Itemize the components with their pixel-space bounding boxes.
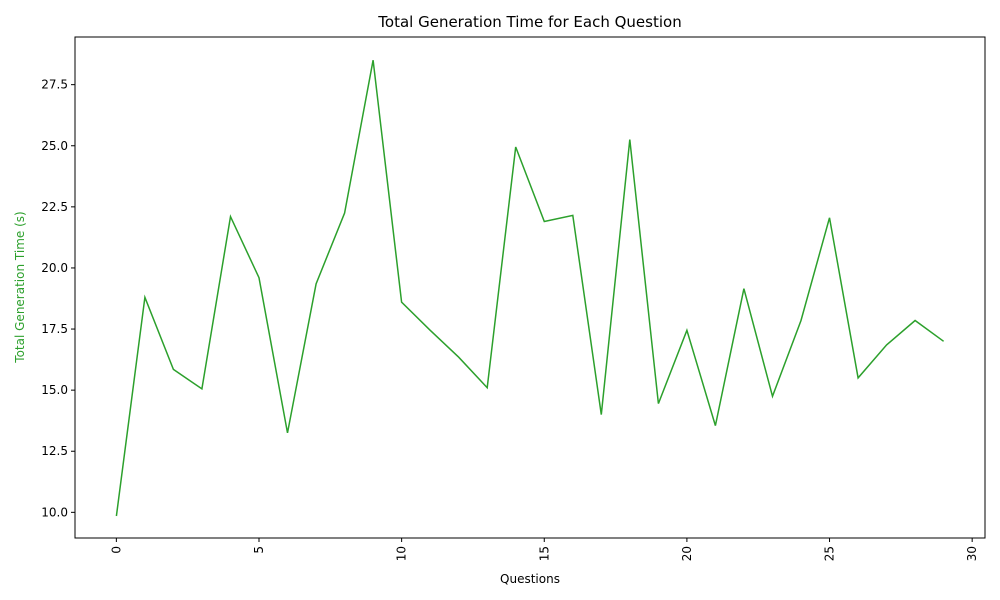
y-tick-label: 22.5 bbox=[41, 200, 68, 214]
x-tick-label: 5 bbox=[252, 546, 266, 554]
y-tick-label: 10.0 bbox=[41, 505, 68, 519]
x-tick-label: 30 bbox=[965, 546, 979, 561]
x-axis-label: Questions bbox=[500, 572, 560, 586]
x-tick-label: 0 bbox=[109, 546, 123, 554]
chart-title: Total Generation Time for Each Question bbox=[377, 13, 681, 31]
x-tick-label: 20 bbox=[680, 546, 694, 561]
x-tick-label: 15 bbox=[537, 546, 551, 561]
x-tick-label: 10 bbox=[395, 546, 409, 561]
y-tick-label: 12.5 bbox=[41, 444, 68, 458]
y-tick-label: 17.5 bbox=[41, 322, 68, 336]
plot-area bbox=[74, 36, 986, 539]
y-tick-label: 25.0 bbox=[41, 139, 68, 153]
y-tick-label: 27.5 bbox=[41, 78, 68, 92]
x-tick-label: 25 bbox=[823, 546, 837, 561]
y-axis-label: Total Generation Time (s) bbox=[13, 211, 27, 363]
series-line bbox=[115, 60, 945, 517]
y-tick-label: 15.0 bbox=[41, 383, 68, 397]
y-tick-label: 20.0 bbox=[41, 261, 68, 275]
